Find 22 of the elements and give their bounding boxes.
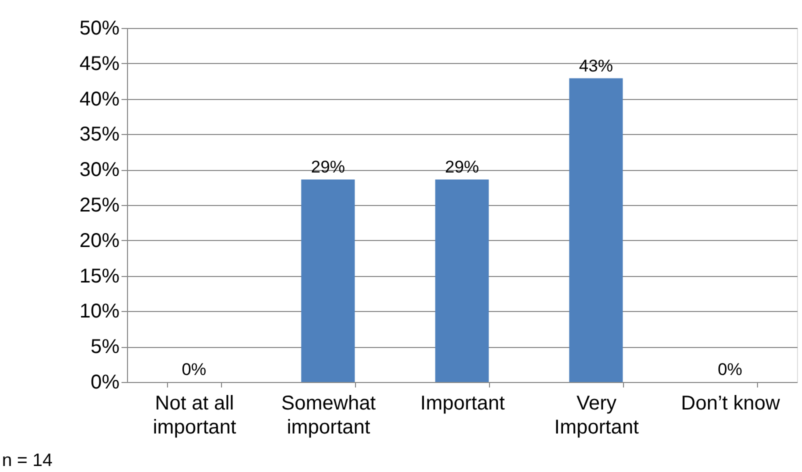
x-tick-label: Don’t know — [681, 392, 781, 414]
data-label: 29% — [310, 158, 346, 177]
y-tick-label: 30% — [79, 159, 120, 182]
y-tick-label: 15% — [79, 265, 120, 288]
data-label: 0% — [182, 360, 206, 379]
y-tick-label: 5% — [90, 336, 120, 358]
x-tick-label: Important — [420, 392, 506, 414]
y-tick-label: 10% — [79, 300, 120, 323]
text: n = 14 — [2, 450, 53, 470]
y-tick-label: 40% — [79, 88, 120, 110]
y-tick-label: 0% — [90, 372, 120, 394]
y-tick-label: 35% — [79, 124, 120, 146]
data-label: 0% — [718, 360, 742, 379]
y-tick-label: 20% — [79, 230, 120, 252]
data-label: 43% — [578, 56, 614, 76]
x-tick-label: Not at all important — [152, 392, 237, 438]
x-tick-label: Very Important — [554, 392, 640, 438]
y-tick-label: 25% — [79, 194, 120, 216]
y-tick-label: 45% — [79, 52, 120, 75]
y-tick-label: 50% — [79, 18, 120, 40]
x-tick-label: Somewhat important — [281, 392, 376, 438]
data-label: 29% — [444, 158, 480, 177]
